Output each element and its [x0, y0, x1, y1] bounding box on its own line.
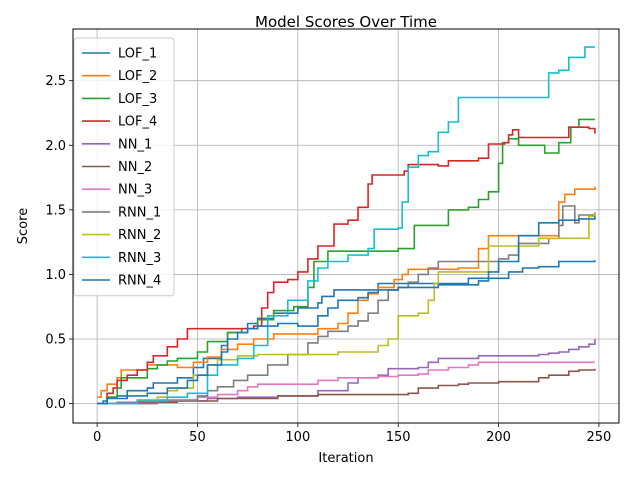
- x-tick-label: 150: [386, 430, 411, 445]
- plot-frame: [72, 28, 620, 424]
- y-tick-label: 1.0: [45, 268, 66, 283]
- y-tick-label: 0.5: [45, 333, 66, 348]
- series-line-nn-2: [97, 368, 596, 405]
- series-lines: [97, 46, 596, 405]
- legend-label-rnn-4: RNN_4: [118, 274, 161, 289]
- series-line-nn-3: [97, 361, 595, 405]
- x-tick-label: 0: [93, 430, 101, 445]
- x-tick-label: 50: [189, 430, 206, 445]
- legend-label-lof-4: LOF_4: [118, 115, 157, 130]
- legend-label-nn-3: NN_3: [118, 183, 152, 198]
- series-line-rnn-4: [97, 216, 596, 405]
- legend-label-lof-3: LOF_3: [118, 92, 157, 107]
- y-tick-label: 1.5: [45, 203, 66, 218]
- legend: LOF_1 LOF_2 LOF_3 LOF_4 NN_1 NN_2 NN_3 RNN_1 RNN…: [73, 37, 175, 297]
- chart-title: Model Scores Over Time: [255, 13, 437, 31]
- y-axis-ticks: 0.0 0.5 1.0 1.5 2.0 2.5: [45, 74, 73, 412]
- series-line-lof-4: [97, 126, 596, 405]
- y-tick-label: 2.0: [45, 139, 66, 154]
- legend-label-rnn-1: RNN_1: [118, 205, 161, 220]
- legend-label-nn-1: NN_1: [118, 137, 152, 152]
- x-axis-label: Iteration: [318, 451, 373, 466]
- legend-label-nn-2: NN_2: [118, 160, 152, 175]
- x-tick-label: 100: [285, 430, 310, 445]
- legend-label-lof-2: LOF_2: [118, 69, 157, 84]
- legend-box: [73, 37, 175, 297]
- series-line-lof-3: [97, 118, 595, 405]
- series-line-rnn-3: [97, 46, 595, 405]
- legend-label-rnn-3: RNN_3: [118, 251, 161, 266]
- legend-label-lof-1: LOF_1: [118, 47, 157, 62]
- y-tick-label: 2.5: [45, 74, 66, 89]
- x-axis-ticks: 0 50 100 150 200 250: [93, 423, 611, 445]
- legend-label-rnn-2: RNN_2: [118, 228, 161, 243]
- x-tick-label: 250: [587, 430, 612, 445]
- x-tick-label: 200: [486, 430, 511, 445]
- y-axis-label: Score: [16, 208, 31, 244]
- y-tick-label: 0.0: [45, 397, 66, 412]
